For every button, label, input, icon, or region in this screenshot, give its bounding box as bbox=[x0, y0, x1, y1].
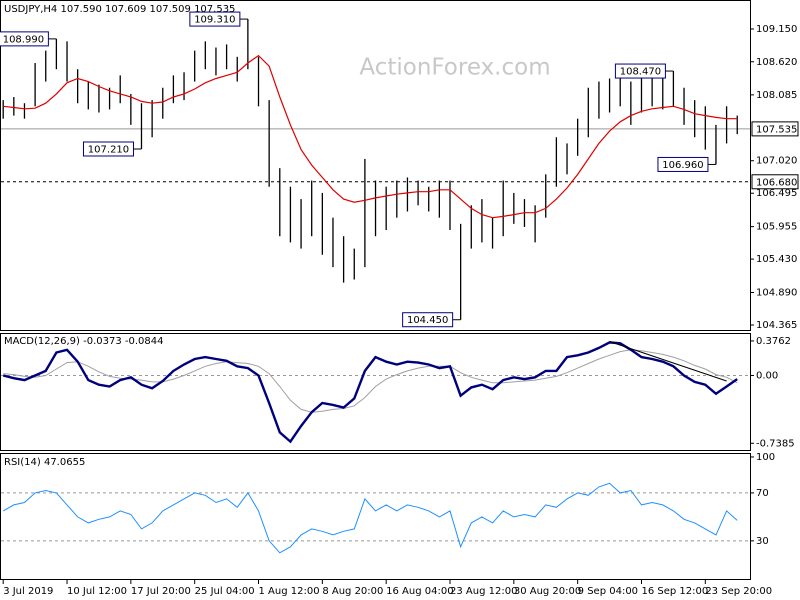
macd-pane bbox=[0, 333, 751, 451]
axis-marker-box bbox=[751, 121, 799, 137]
y-tick-label: 105.430 bbox=[756, 254, 797, 265]
x-tick-label: 8 Aug 20:00 bbox=[322, 586, 383, 597]
y-tick-label: 30 bbox=[756, 536, 769, 547]
y-tick-label: 108.085 bbox=[756, 90, 797, 101]
annotation-box bbox=[82, 141, 134, 157]
y-tick-label: 104.365 bbox=[756, 320, 797, 331]
annotation: 107.210 bbox=[88, 144, 129, 155]
trendline bbox=[609, 341, 727, 382]
rsi-line bbox=[2, 482, 738, 554]
x-tick-label: 1 Aug 12:00 bbox=[259, 586, 320, 597]
x-tick-label: 30 Aug 20:00 bbox=[514, 586, 581, 597]
x-tick-label: 23 Aug 12:00 bbox=[450, 586, 517, 597]
y-tick-label: 105.955 bbox=[756, 222, 797, 233]
annotation: 106.960 bbox=[662, 160, 703, 171]
y-tick-label: 106.495 bbox=[756, 188, 797, 199]
x-tick-label: 3 Jul 2019 bbox=[3, 586, 53, 597]
annotation: 104.450 bbox=[407, 315, 448, 326]
x-tick-label: 16 Aug 04:00 bbox=[386, 586, 453, 597]
annotation-box bbox=[0, 31, 49, 47]
x-tick-label: 10 Jul 12:00 bbox=[67, 586, 127, 597]
macd-label: MACD(12,26,9) -0.0373 -0.0844 bbox=[4, 336, 164, 347]
chart-title: USDJPY,H4 107.590 107.609 107.509 107.53… bbox=[4, 4, 235, 15]
watermark: ActionForex.com bbox=[359, 55, 550, 81]
x-tick-label: 9 Sep 04:00 bbox=[578, 586, 638, 597]
y-tick-label: 109.150 bbox=[756, 24, 797, 35]
annotation-box bbox=[189, 11, 241, 27]
moving-average bbox=[3, 54, 738, 219]
axis-marker: 107.535 bbox=[756, 124, 797, 135]
y-tick-label: 0.3762 bbox=[756, 336, 791, 347]
annotation: 108.470 bbox=[620, 67, 661, 78]
rsi-pane bbox=[0, 453, 751, 580]
x-tick-label: 17 Jul 20:00 bbox=[131, 586, 191, 597]
annotation: 108.990 bbox=[3, 34, 44, 45]
price-pane bbox=[0, 0, 751, 331]
y-tick-label: 70 bbox=[756, 488, 769, 499]
annotation: 109.310 bbox=[194, 15, 235, 26]
annotation-box bbox=[657, 156, 709, 172]
x-tick-label: 25 Jul 04:00 bbox=[195, 586, 255, 597]
axis-marker-box bbox=[751, 174, 799, 190]
y-tick-label: -0.7385 bbox=[756, 438, 795, 449]
axis-marker: 106.680 bbox=[756, 177, 797, 188]
x-tick-label: 23 Sep 20:00 bbox=[705, 586, 772, 597]
x-tick-label: 16 Sep 12:00 bbox=[641, 586, 708, 597]
annotation-box bbox=[614, 63, 666, 79]
y-tick-label: 100 bbox=[756, 452, 775, 463]
y-tick-label: 0.00 bbox=[756, 370, 778, 381]
y-tick-label: 108.620 bbox=[756, 57, 797, 68]
y-tick-label: 107.020 bbox=[756, 156, 797, 167]
rsi-label: RSI(14) 47.0655 bbox=[4, 457, 85, 468]
annotation-box bbox=[402, 312, 454, 328]
y-tick-label: 104.890 bbox=[756, 288, 797, 299]
